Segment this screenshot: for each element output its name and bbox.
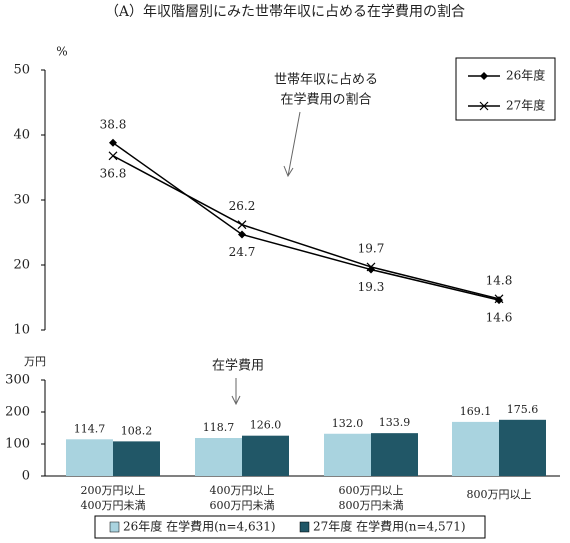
bar <box>452 421 499 476</box>
x-tick-label: 800万円以上 <box>467 488 532 501</box>
bar <box>195 438 242 476</box>
y-tick-label: 40 <box>13 128 30 143</box>
legend-label: 27年度 在学費用(n=4,571) <box>313 519 466 534</box>
y-tick-label: 300 <box>5 373 30 388</box>
y-tick-label: 20 <box>13 258 30 273</box>
y-tick-label: 0 <box>22 469 30 484</box>
marker <box>480 72 488 80</box>
legend-swatch <box>109 521 120 533</box>
legend-box <box>94 515 486 539</box>
value-label: 38.8 <box>100 117 127 131</box>
bar <box>324 433 371 476</box>
bar <box>66 439 113 476</box>
value-label: 14.6 <box>486 311 513 325</box>
value-label: 24.7 <box>229 245 256 259</box>
annotation: 世帯年収に占める <box>274 73 378 88</box>
chart-title: （A）年収階層別にみた世帯年収に占める在学費用の割合 <box>105 3 465 20</box>
legend-label: 26年度 在学費用(n=4,631) <box>123 519 276 534</box>
legend-label: 27年度 <box>506 98 545 113</box>
x-tick-label: 800万円未満 <box>339 499 404 512</box>
line <box>112 142 500 301</box>
annotation: 在学費用の割合 <box>280 92 371 108</box>
annotation: 在学費用 <box>212 358 264 374</box>
marker <box>494 294 504 304</box>
annotation-arrow <box>283 111 301 178</box>
marker <box>237 220 247 230</box>
value-label: 175.6 <box>507 403 539 416</box>
legend-box <box>455 57 556 121</box>
y-tick-label: 10 <box>13 323 30 338</box>
y-tick-label: 30 <box>13 193 30 208</box>
bar <box>242 435 289 476</box>
value-label: 14.8 <box>486 273 513 287</box>
annotation-arrow <box>231 378 241 406</box>
y-tick-label: 200 <box>5 405 30 420</box>
marker <box>479 101 489 111</box>
bar <box>499 419 546 476</box>
x-tick-label: 400万円未満 <box>81 499 146 512</box>
value-label: 108.2 <box>121 424 153 437</box>
x-tick-label: 600万円以上 <box>339 484 404 497</box>
marker <box>108 151 118 161</box>
value-label: 126.0 <box>250 419 282 432</box>
y-unit: 万円 <box>24 355 46 368</box>
value-label: 133.9 <box>379 416 411 429</box>
value-label: 132.0 <box>332 417 364 430</box>
value-label: 36.8 <box>100 166 127 180</box>
marker <box>495 296 503 305</box>
marker <box>238 230 246 239</box>
x-tick-label: 600万円未満 <box>210 499 275 512</box>
y-tick-label: 50 <box>13 63 30 78</box>
value-label: 118.7 <box>203 421 235 434</box>
marker <box>109 138 117 147</box>
value-label: 26.2 <box>229 199 256 213</box>
line <box>112 155 500 300</box>
legend-swatch <box>299 521 310 533</box>
bar <box>113 441 160 476</box>
x-tick-label: 200万円以上 <box>81 484 146 497</box>
y-unit: % <box>56 45 67 59</box>
marker <box>366 262 376 272</box>
value-label: 19.7 <box>358 241 385 255</box>
x-tick-label: 400万円以上 <box>210 484 275 497</box>
value-label: 169.1 <box>460 405 492 418</box>
value-label: 19.3 <box>358 280 385 294</box>
bar <box>371 433 418 476</box>
y-tick-label: 100 <box>5 437 30 452</box>
value-label: 114.7 <box>74 422 106 435</box>
legend-label: 26年度 <box>506 68 545 83</box>
